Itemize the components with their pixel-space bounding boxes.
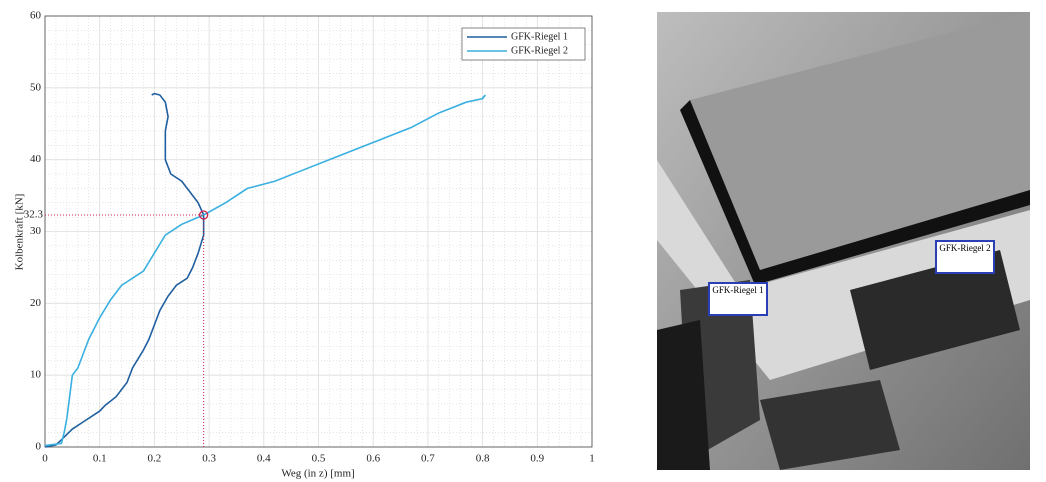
y-tick-label: 60 (30, 10, 42, 22)
photo-label-text: GFK-Riegel 1 (708, 282, 768, 316)
legend-label: GFK-Riegel 2 (511, 45, 568, 56)
x-tick-label: 0.8 (476, 453, 490, 465)
line-series (44, 94, 486, 447)
annotation-label: 32.3 (24, 209, 44, 221)
photo-label-text: GFK-Riegel 2 (935, 240, 995, 274)
y-axis-label: Kolbenkraft [kN] (14, 194, 26, 271)
x-tick-label: 0 (42, 453, 48, 465)
photo-label: GFK-Riegel 1 (708, 282, 768, 316)
legend-label: GFK-Riegel 1 (511, 31, 568, 42)
y-tick-label: 20 (30, 297, 42, 309)
legend-box (461, 27, 586, 61)
x-tick-label: 0.5 (312, 453, 326, 465)
x-tick-label: 0.2 (148, 453, 162, 465)
y-tick-label: 10 (30, 369, 42, 381)
y-tick-label: 40 (30, 153, 42, 165)
x-tick-label: 1 (589, 453, 595, 465)
x-tick-label: 0.3 (202, 453, 216, 465)
photo-label: GFK-Riegel 2 (935, 240, 995, 274)
x-tick-label: 0.6 (366, 453, 380, 465)
x-tick-label: 0.7 (421, 453, 435, 465)
y-tick-label: 30 (30, 225, 42, 237)
x-tick-label: 0.4 (257, 453, 271, 465)
x-tick-label: 0.1 (93, 453, 107, 465)
plot-frame (44, 15, 593, 448)
annotation-marker (198, 210, 209, 220)
x-tick-label: 0.9 (530, 453, 544, 465)
x-axis-label: Weg (in z) [mm] (281, 468, 354, 480)
y-tick-label: 0 (36, 441, 42, 453)
y-tick-label: 50 (30, 81, 42, 93)
line-series (44, 92, 205, 448)
